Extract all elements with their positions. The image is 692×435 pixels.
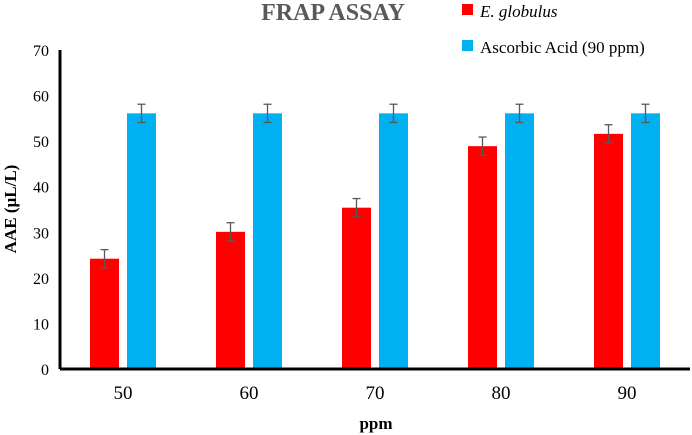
y-tick-label: 30 xyxy=(33,225,49,242)
error-bar-e-globulus-80 xyxy=(478,136,487,156)
legend-label-e-globulus: E. globulus xyxy=(479,2,558,21)
bars xyxy=(90,113,660,369)
x-tick-label-80: 80 xyxy=(492,383,511,404)
bar-e-globulus-80 xyxy=(468,146,497,369)
bar-e-globulus-90 xyxy=(594,133,623,369)
y-tick-label: 40 xyxy=(33,180,49,197)
legend-label-ascorbic-acid: Ascorbic Acid (90 ppm) xyxy=(480,38,645,57)
x-axis-labels: 50 60 70 80 90 xyxy=(114,383,637,404)
chart-title: FRAP ASSAY xyxy=(261,0,405,26)
error-bar-ascorbic-acid-60 xyxy=(263,103,272,124)
legend: E. globulus Ascorbic Acid (90 ppm) xyxy=(462,2,645,57)
x-tick-label-50: 50 xyxy=(114,383,133,404)
error-bar-e-globulus-90 xyxy=(604,124,613,144)
y-tick-label: 20 xyxy=(33,271,49,288)
x-tick-label-90: 90 xyxy=(618,383,637,404)
bar-ascorbic-acid-70 xyxy=(379,113,408,369)
error-bar-ascorbic-acid-70 xyxy=(389,103,398,124)
error-bar-e-globulus-50 xyxy=(100,248,109,269)
bar-ascorbic-acid-90 xyxy=(631,113,660,369)
error-bar-ascorbic-acid-80 xyxy=(515,103,524,124)
y-tick-label: 60 xyxy=(33,89,49,106)
bar-ascorbic-acid-50 xyxy=(127,113,156,369)
error-bar-e-globulus-70 xyxy=(352,197,361,218)
x-axis-title: ppm xyxy=(359,414,392,433)
x-tick-label-70: 70 xyxy=(366,383,385,404)
legend-swatch-ascorbic-acid xyxy=(462,40,473,51)
x-tick-label-60: 60 xyxy=(240,383,259,404)
y-tick-label: 70 xyxy=(33,43,49,60)
bar-e-globulus-70 xyxy=(342,207,371,369)
error-bar-ascorbic-acid-90 xyxy=(641,103,650,124)
bar-e-globulus-50 xyxy=(90,258,119,369)
y-axis-title: AAE (µL/L) xyxy=(1,165,20,254)
bar-ascorbic-acid-60 xyxy=(253,113,282,369)
bar-e-globulus-60 xyxy=(216,231,245,369)
y-tick-label: 0 xyxy=(41,362,49,379)
y-tick-label: 50 xyxy=(33,134,49,151)
error-bars xyxy=(100,103,650,269)
error-bar-e-globulus-60 xyxy=(226,222,235,242)
legend-swatch-e-globulus xyxy=(462,4,473,15)
y-tick-label: 10 xyxy=(33,316,49,333)
bar-ascorbic-acid-80 xyxy=(505,113,534,369)
y-axis-ticks: 0 10 20 30 40 50 60 70 xyxy=(33,43,49,379)
error-bar-ascorbic-acid-50 xyxy=(137,103,146,124)
